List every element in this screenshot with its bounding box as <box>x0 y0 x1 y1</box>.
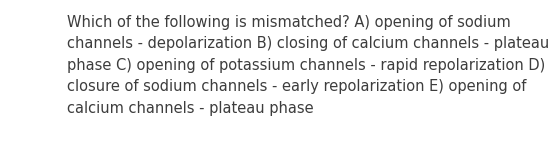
Text: Which of the following is mismatched? A) opening of sodium
channels - depolariza: Which of the following is mismatched? A)… <box>67 15 549 116</box>
